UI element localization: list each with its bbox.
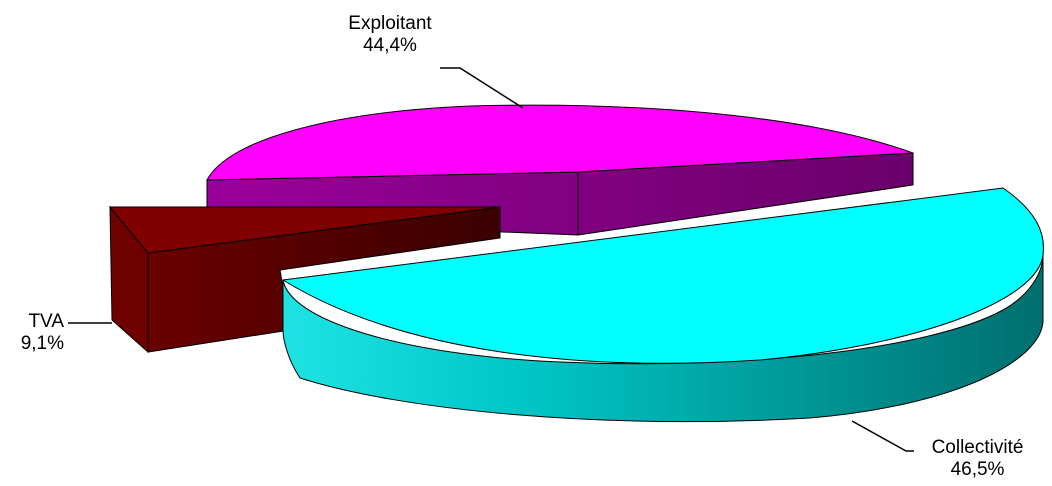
label-collectivite-name: Collectivité	[931, 437, 1024, 458]
label-tva-name: TVA	[28, 311, 64, 332]
label-exploitant-name: Exploitant	[348, 13, 432, 34]
label-tva-value: 9,1%	[20, 333, 64, 354]
label-collectivite: Collectivité 46,5%	[905, 437, 1050, 481]
leader-line-exploitant	[440, 67, 524, 109]
slice-collectivite	[281, 187, 1044, 422]
leader-line-collectivite	[851, 420, 914, 452]
slice-tva	[108, 205, 501, 354]
slice-tva-top	[108, 206, 501, 254]
label-tva: TVA 9,1%	[0, 311, 64, 355]
slice-exploitant-top	[206, 104, 914, 181]
label-collectivite-value: 46,5%	[950, 459, 1005, 480]
label-exploitant: Exploitant 44,4%	[320, 13, 460, 57]
slice-collectivite-side	[282, 254, 1044, 422]
label-exploitant-value: 44,4%	[363, 35, 417, 56]
slice-collectivite-top	[281, 187, 1044, 364]
